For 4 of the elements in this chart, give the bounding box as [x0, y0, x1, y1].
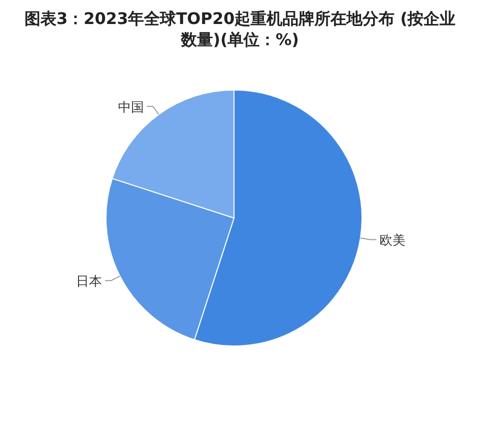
slice-label: 中国 [118, 100, 144, 116]
chart-title: 图表3：2023年全球TOP20起重机品牌所在地分布 (按企业数量)(单位：%) [23, 8, 457, 50]
slice-label: 欧美 [379, 232, 406, 249]
slice-label: 日本 [76, 274, 102, 290]
